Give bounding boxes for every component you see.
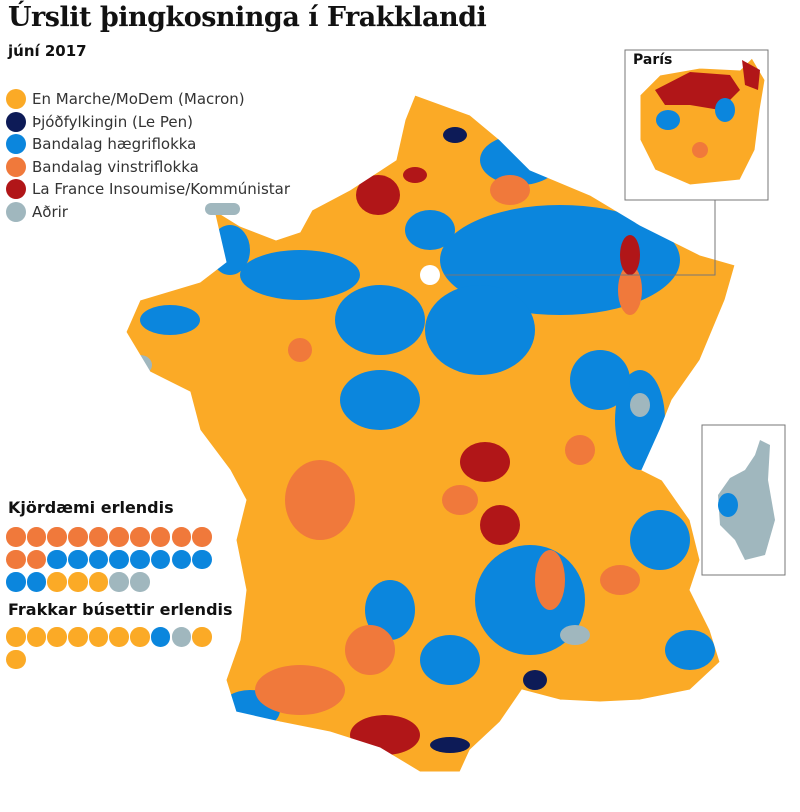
legend-swatch (6, 89, 26, 110)
french-abroad-title: Frakkar búsettir erlendis (8, 600, 233, 619)
seat-dot-left (6, 549, 26, 569)
seat-dot-left (6, 527, 26, 547)
seat-dot-macron (88, 627, 109, 647)
legend-item-left: Bandalag vinstriflokka (6, 156, 290, 179)
seat-dot-left (109, 527, 129, 547)
legend-item-macron: En Marche/MoDem (Macron) (6, 88, 290, 111)
seat-dot-macron (130, 627, 150, 647)
legend-label: Aðrir (32, 202, 68, 221)
legend: En Marche/MoDem (Macron) Þjóðfylkingin (L… (6, 88, 290, 223)
french-abroad-seats (6, 627, 221, 672)
abroad-constituencies-title: Kjördæmi erlendis (8, 498, 174, 517)
seat-dot-left (88, 527, 109, 547)
legend-label: La France Insoumise/Kommúnistar (32, 180, 290, 199)
paris-hole (420, 265, 440, 285)
paris-leader-line (445, 200, 716, 276)
seat-dot-macron (6, 649, 26, 669)
legend-swatch (6, 179, 26, 200)
seat-dot-right (88, 549, 109, 569)
legend-item-other: Aðrir (6, 201, 290, 224)
seat-dot-left (47, 527, 67, 547)
seat-dot-right (109, 549, 129, 569)
seat-dot-macron (47, 572, 67, 592)
seat-dot-right (150, 549, 171, 569)
seat-dot-right (192, 549, 212, 569)
seat-dot-macron (88, 572, 109, 592)
seat-dot-macron (6, 627, 26, 647)
paris-inset (624, 49, 769, 201)
legend-label: Bandalag vinstriflokka (32, 157, 199, 176)
subtitle: júní 2017 (8, 42, 87, 60)
legend-item-right: Bandalag hægriflokka (6, 133, 290, 156)
seat-dot-left (130, 527, 150, 547)
seat-dot-macron (47, 627, 67, 647)
channel-islands (205, 203, 240, 215)
seat-dot-left (150, 527, 171, 547)
seat-dot-right (68, 549, 88, 569)
seat-dot-left (68, 527, 88, 547)
seat-dot-macron (26, 627, 47, 647)
seat-dot-left (171, 527, 191, 547)
legend-label: En Marche/MoDem (Macron) (32, 90, 245, 109)
seat-dot-right (171, 549, 191, 569)
seat-dot-left (192, 527, 212, 547)
legend-item-lfi: La France Insoumise/Kommúnistar (6, 178, 290, 201)
seat-dot-right (26, 572, 47, 592)
legend-swatch (6, 111, 26, 132)
seat-dot-right (150, 627, 171, 647)
paris-inset-label: París (633, 52, 673, 68)
legend-item-lepen: Þjóðfylkingin (Le Pen) (6, 111, 290, 134)
legend-swatch (6, 156, 26, 177)
seat-dot-macron (68, 572, 88, 592)
page-title: Úrslit þingkosninga í Frakklandi (8, 2, 487, 33)
seat-dot-right (6, 572, 26, 592)
seat-dot-right (130, 549, 150, 569)
seat-dot-left (26, 527, 47, 547)
abroad-constituencies-seats (6, 527, 221, 595)
seat-dot-macron (68, 627, 88, 647)
legend-label: Bandalag hægriflokka (32, 135, 197, 154)
seat-dot-left (26, 549, 47, 569)
seat-dot-right (47, 549, 67, 569)
seat-dot-macron (192, 627, 212, 647)
seat-dot-macron (109, 627, 129, 647)
legend-swatch (6, 201, 26, 222)
seat-dot-other (130, 572, 150, 592)
corsica-inset (701, 424, 786, 576)
legend-label: Þjóðfylkingin (Le Pen) (32, 112, 194, 131)
legend-swatch (6, 134, 26, 155)
seat-dot-other (109, 572, 129, 592)
seat-dot-other (171, 627, 191, 647)
